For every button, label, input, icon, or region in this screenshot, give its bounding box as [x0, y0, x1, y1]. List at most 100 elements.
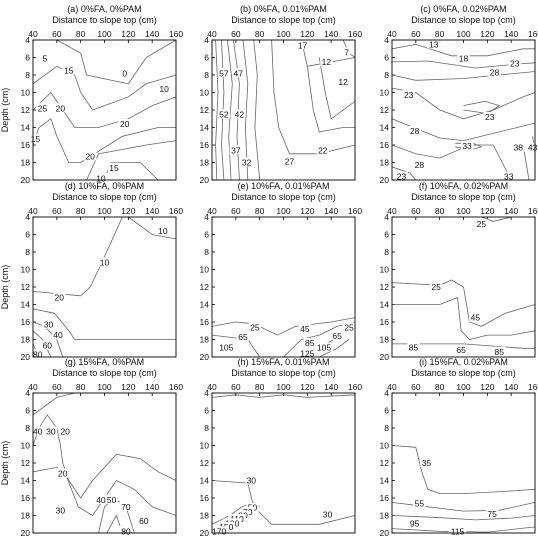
y-tick-label: 4 — [204, 388, 209, 398]
contour-line — [242, 40, 249, 180]
y-tick-label: 18 — [380, 511, 390, 521]
contour-label: 85 — [305, 338, 315, 348]
y-tick-label: 8 — [25, 70, 30, 80]
contour-label-bg — [31, 349, 44, 359]
x-tick-label: 160 — [528, 382, 538, 392]
y-tick-label: 4 — [25, 35, 30, 45]
contour-label-bg — [315, 342, 333, 352]
x-axis-label: Distance to slope top (cm) — [52, 368, 157, 378]
contour-label-bg — [454, 345, 468, 354]
y-tick-label: 10 — [200, 441, 210, 451]
contour-line — [33, 65, 176, 111]
contour-label-bg — [245, 475, 258, 485]
y-tick-label: 14 — [200, 476, 210, 486]
contour-label-bg — [54, 103, 67, 113]
contour-label: 30 — [46, 427, 56, 437]
y-tick-label: 18 — [21, 158, 31, 168]
x-tick-label: 160 — [528, 29, 538, 39]
contour-label-bg — [512, 142, 525, 152]
contour-label-bg — [429, 282, 443, 291]
y-tick-label: 14 — [200, 123, 210, 133]
contour-label: 27 — [285, 157, 295, 167]
contour-label-bg — [232, 68, 245, 78]
x-axis-label: Distance to slope top (cm) — [231, 368, 336, 378]
contour-label: 25 — [250, 322, 260, 332]
x-tick-label: 100 — [456, 29, 470, 39]
panel-title: (h) 15%FA, 0.01%PAM — [238, 357, 330, 367]
contour-label: 40 — [53, 330, 63, 340]
x-tick-label: 60 — [411, 382, 421, 392]
x-tick-label: 60 — [52, 29, 62, 39]
x-tick-label: 120 — [300, 29, 314, 39]
contour-label: 20 — [58, 469, 68, 479]
contour-label: 23 — [485, 112, 495, 122]
contour-label: 38 — [514, 143, 524, 153]
contour-line — [221, 40, 225, 180]
y-tick-label: 16 — [380, 317, 390, 327]
y-tick-label: 16 — [200, 140, 210, 150]
x-tick-label: 100 — [456, 382, 470, 392]
contour-label-bg — [118, 119, 131, 128]
contour-label: 85 — [409, 342, 419, 352]
contour-line — [392, 166, 417, 180]
contour-label-bg — [460, 140, 474, 150]
contour-label-bg — [321, 509, 334, 519]
contour-label-bg — [402, 90, 415, 100]
contour-label: 15 — [64, 66, 74, 76]
contour-line — [392, 296, 535, 340]
contour-label: 95 — [410, 518, 420, 528]
y-tick-label: 16 — [200, 317, 210, 327]
contour-label: 80 — [33, 349, 43, 359]
contour-label-bg — [283, 156, 296, 166]
x-tick-label: 140 — [145, 29, 159, 39]
contour-label: 170 — [212, 526, 226, 536]
contour-label-bg — [236, 331, 250, 341]
contour-label-bg — [137, 515, 151, 525]
contour-label: 28 — [410, 126, 420, 136]
x-tick-label: 40 — [207, 206, 217, 216]
x-axis-label: Distance to slope top (cm) — [52, 192, 157, 202]
contour-label-bg — [54, 505, 67, 515]
y-tick-label: 12 — [21, 458, 31, 468]
contour-label-bg — [298, 324, 312, 333]
contour-label-bg — [248, 322, 262, 332]
contour-label: 25 — [38, 103, 48, 113]
contour-label-bg — [62, 65, 75, 75]
contour-line — [481, 217, 512, 222]
y-tick-label: 4 — [384, 212, 389, 222]
contour-label: 20 — [120, 119, 130, 129]
y-tick-label: 12 — [380, 282, 390, 292]
contour-line — [33, 91, 176, 128]
contour-line — [33, 308, 176, 340]
contour-label-bg — [119, 526, 133, 536]
y-tick-label: 8 — [204, 423, 209, 433]
contour-label-bg — [156, 226, 170, 235]
y-tick-label: 6 — [25, 406, 30, 416]
y-tick-label: 12 — [380, 105, 390, 115]
y-tick-label: 18 — [21, 511, 31, 521]
contour-line — [319, 339, 350, 357]
contour-label-bg — [526, 142, 538, 152]
contour-label: 42 — [235, 109, 245, 119]
contour-line — [253, 40, 261, 180]
contour-label: 15 — [109, 163, 119, 173]
x-axis-label: Distance to slope top (cm) — [231, 15, 336, 25]
y-tick-label: 18 — [380, 335, 390, 345]
y-tick-label: 10 — [380, 88, 390, 98]
contour-line — [392, 279, 535, 327]
y-axis-label: Depth (cm) — [0, 265, 10, 310]
x-tick-label: 120 — [121, 206, 135, 216]
contour-line — [33, 118, 176, 163]
x-tick-label: 80 — [76, 29, 86, 39]
contour-label-bg — [508, 58, 521, 68]
x-tick-label: 140 — [145, 206, 159, 216]
y-tick-label: 14 — [21, 476, 31, 486]
y-tick-label: 8 — [384, 247, 389, 257]
panel-frame — [211, 39, 356, 181]
contour-label-bg — [330, 331, 344, 340]
y-tick-label: 8 — [25, 423, 30, 433]
